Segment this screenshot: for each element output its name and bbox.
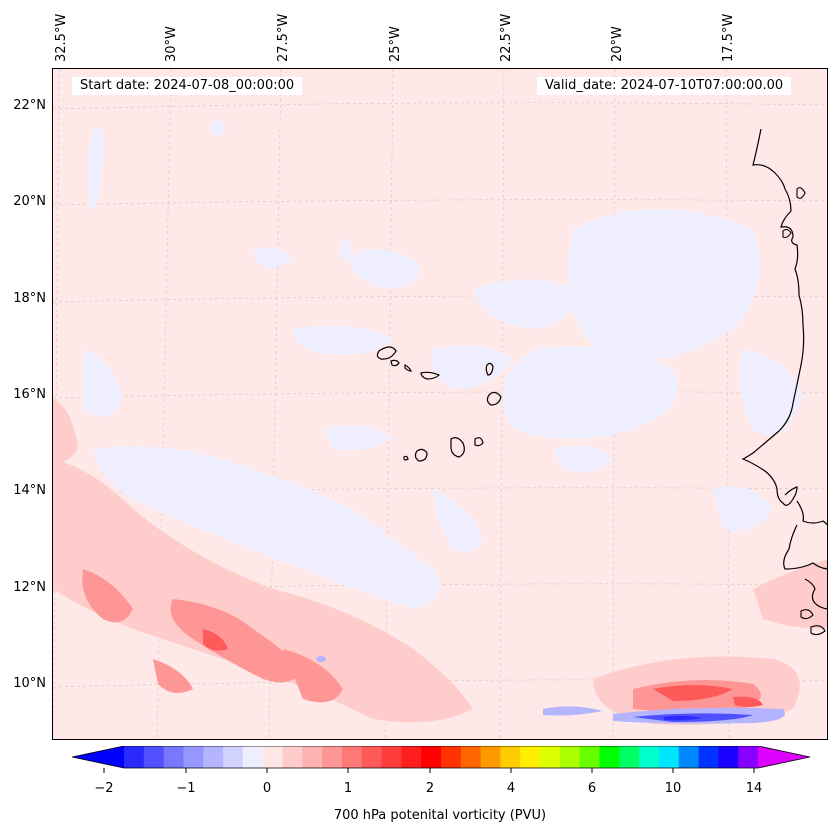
lon-label-17.5W: 17.5°W — [721, 13, 736, 62]
colorbar-cell — [381, 746, 402, 768]
colorbar-cell — [163, 746, 184, 768]
colorbar-cell — [698, 746, 719, 768]
lon-label-20W: 20°W — [610, 26, 625, 62]
cb-tick-6: 6 — [587, 781, 597, 796]
colorbar-cell — [639, 746, 660, 768]
colorbar-cell — [242, 746, 264, 768]
colorbar-cell — [421, 746, 442, 768]
cape-verde-islands — [376, 346, 502, 462]
colorbar-cell — [460, 746, 482, 768]
cb-tick-2: 2 — [425, 781, 435, 796]
colorbar-cell — [341, 746, 363, 768]
lon-label-22.5W: 22.5°W — [499, 13, 514, 62]
lat-label-12N: 12°N — [13, 580, 46, 595]
lat-label-22N: 22°N — [13, 98, 46, 113]
lon-label-30W: 30°W — [164, 26, 179, 62]
lat-label-10N: 10°N — [13, 676, 46, 691]
pv-colorbar — [72, 746, 810, 773]
cb-tick-neg2: −2 — [94, 781, 114, 796]
colorbar-title: 700 hPa potenital vorticity (PVU) — [333, 808, 547, 823]
lat-label-18N: 18°N — [13, 291, 46, 306]
colorbar-cell — [559, 746, 581, 768]
valid-date-label: Valid_date: 2024-07-10T07:00:00.00 — [537, 77, 792, 95]
colorbar-extend-min — [72, 746, 124, 768]
start-date-label: Start date: 2024-07-08_00:00:00 — [72, 77, 303, 95]
colorbar-cell — [282, 746, 303, 768]
colorbar-cell — [401, 746, 422, 768]
lat-label-14N: 14°N — [13, 483, 46, 498]
colorbar-cell — [124, 746, 145, 768]
colorbar-cell — [500, 746, 521, 768]
coastline-fragments — [782, 187, 826, 636]
colorbar-cell — [223, 746, 244, 768]
colorbar-cell — [262, 746, 283, 768]
small-negative-blob — [316, 656, 326, 662]
colorbar-extend-max — [758, 746, 810, 768]
colorbar-cell — [619, 746, 640, 768]
colorbar-cell — [738, 746, 759, 768]
lon-label-32.5W: 32.5°W — [54, 13, 69, 62]
colorbar-cell — [658, 746, 680, 768]
cb-tick-neg1: −1 — [176, 781, 196, 796]
colorbar-cell — [678, 746, 700, 768]
colorbar-cell — [203, 746, 224, 768]
cb-tick-14: 14 — [745, 781, 763, 796]
colorbar-cell — [579, 746, 600, 768]
colorbar-cell — [183, 746, 204, 768]
colorbar-cell — [480, 746, 501, 768]
colorbar-outline — [72, 746, 810, 769]
pv-map: Start date: 2024-07-08_00:00:00 Valid_da… — [52, 68, 828, 740]
pv-contour-map — [53, 69, 827, 739]
cb-tick-10: 10 — [664, 781, 682, 796]
colorbar-cell — [302, 746, 323, 768]
colorbar-cell — [718, 746, 739, 768]
negative-pv-patches — [83, 119, 803, 609]
peak-positive-pv — [203, 629, 763, 707]
cb-tick-4: 4 — [506, 781, 516, 796]
lon-label-27.5W: 27.5°W — [276, 13, 291, 62]
colorbar-cell — [520, 746, 541, 768]
africa-coastline — [741, 128, 827, 610]
lat-label-20N: 20°N — [13, 194, 46, 209]
cb-tick-1: 1 — [343, 781, 353, 796]
lon-label-25W: 25°W — [388, 26, 403, 62]
colorbar-cell — [322, 746, 343, 768]
colorbar-cell — [361, 746, 383, 768]
colorbar-cell — [143, 746, 165, 768]
colorbar-cell — [540, 746, 561, 768]
cb-tick-0: 0 — [262, 781, 272, 796]
lat-label-16N: 16°N — [13, 387, 46, 402]
colorbar-cell — [599, 746, 620, 768]
negative-pv-streak — [543, 706, 785, 724]
colorbar-cell — [441, 746, 462, 768]
